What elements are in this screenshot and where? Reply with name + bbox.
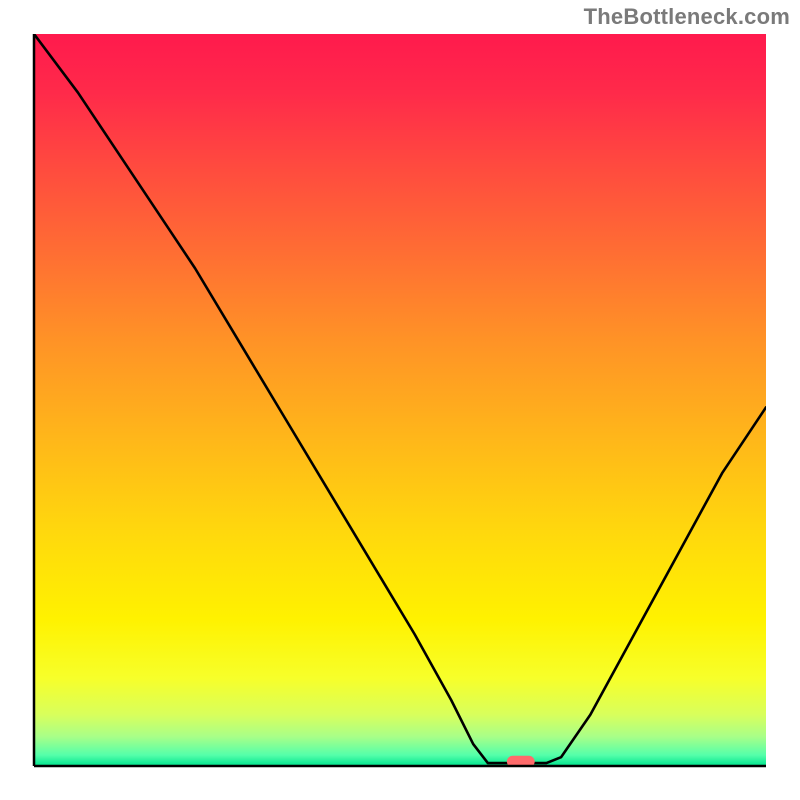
watermark-text: TheBottleneck.com: [584, 4, 790, 30]
gradient-background: [34, 34, 766, 766]
chart-svg: [0, 0, 800, 800]
bottleneck-chart: TheBottleneck.com: [0, 0, 800, 800]
